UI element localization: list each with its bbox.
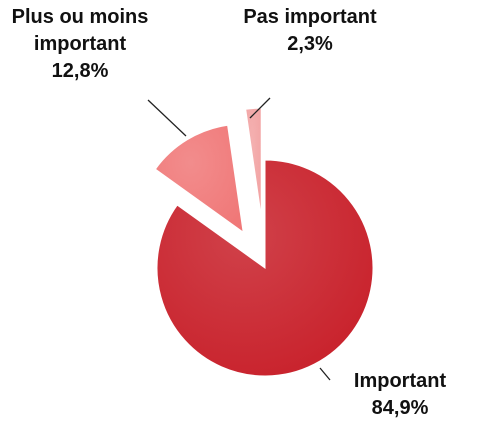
slice-label: Plus ou moins important 12,8% — [10, 4, 150, 85]
category-label: Pas important — [243, 6, 377, 28]
category-label: Plus ou moins important — [11, 6, 149, 55]
slice-label: Important 84,9% — [330, 368, 470, 422]
leader-line — [249, 97, 271, 119]
pie-slice — [154, 124, 244, 234]
pie-slice — [156, 159, 374, 377]
slice-label: Pas important 2,3% — [240, 4, 380, 58]
leader-line — [319, 367, 331, 381]
value-label: 2,3% — [287, 33, 333, 55]
value-label: 84,9% — [371, 397, 429, 419]
category-label: Important — [353, 370, 447, 392]
leader-line — [147, 99, 187, 137]
value-label: 12,8% — [51, 60, 109, 82]
pie-slice — [245, 107, 262, 217]
